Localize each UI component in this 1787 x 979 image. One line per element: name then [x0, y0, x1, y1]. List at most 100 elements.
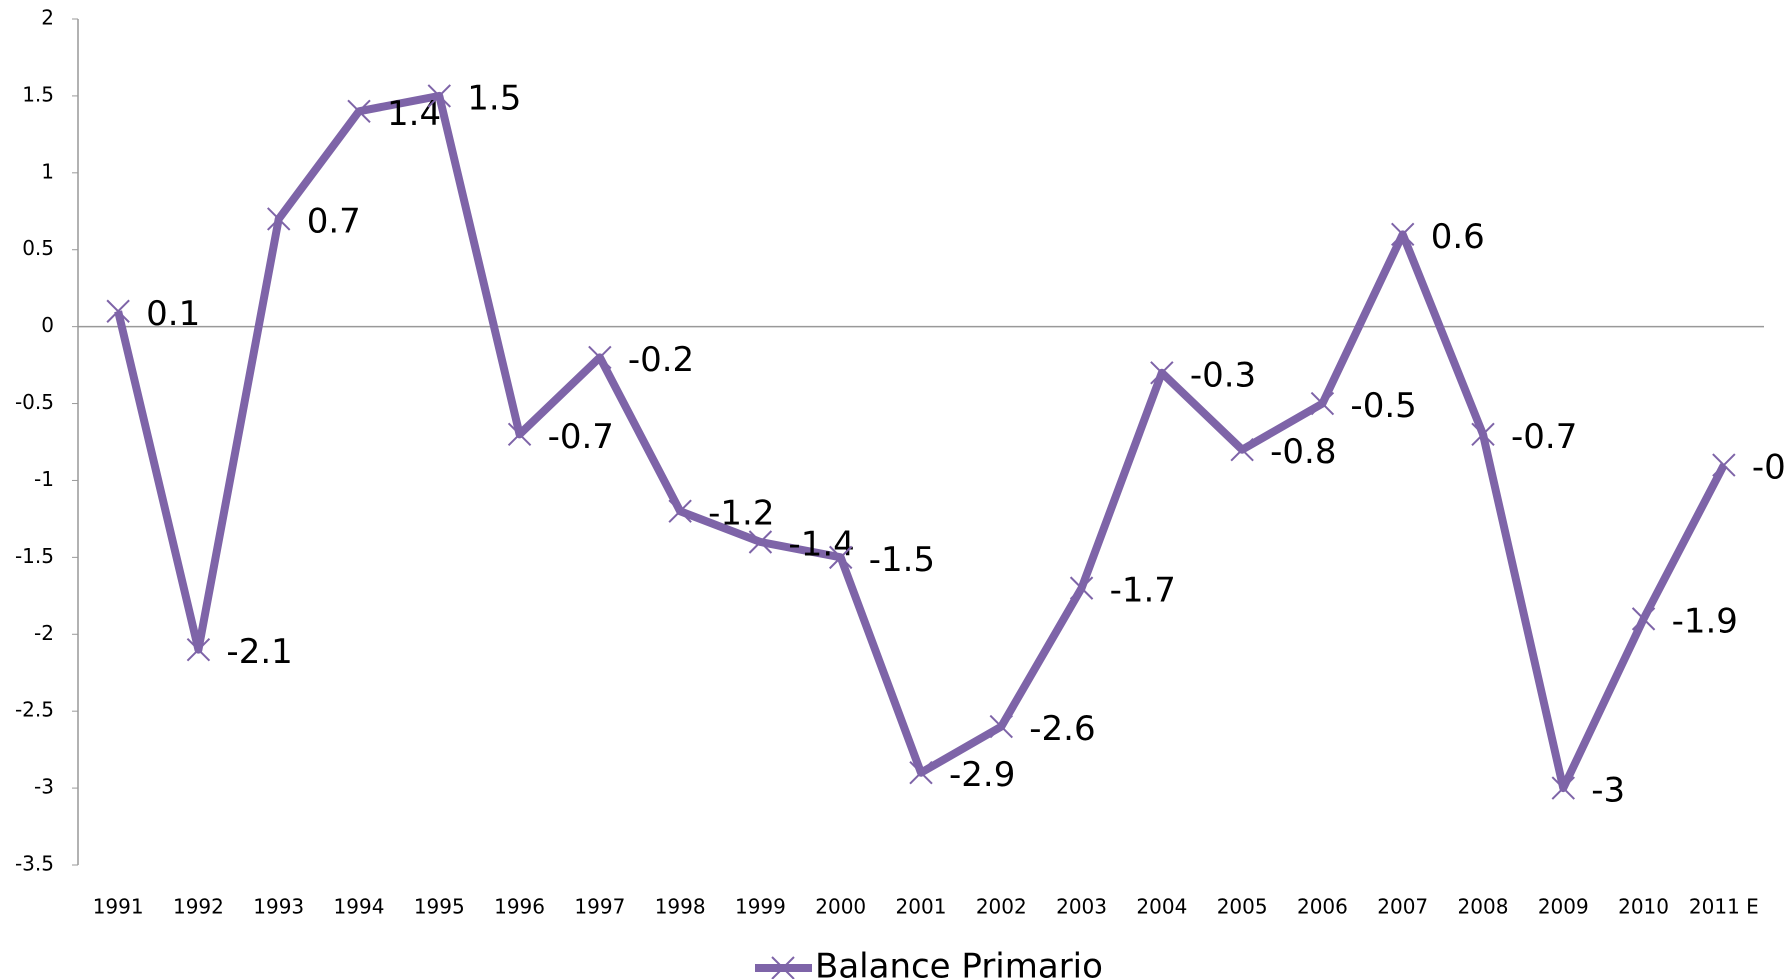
marker-cross: [186, 637, 211, 662]
marker-cross: [347, 99, 371, 123]
data-label: -2.6: [1029, 709, 1095, 749]
marker-cross: [1471, 422, 1495, 447]
marker: [1310, 391, 1335, 416]
data-label: -1.9: [1672, 601, 1738, 641]
marker: [267, 207, 291, 231]
data-label: -0.7: [548, 417, 614, 457]
marker-cross: [829, 545, 853, 570]
line: [114, 91, 1728, 793]
marker: [186, 637, 211, 662]
marker: [347, 99, 371, 123]
x-tick-label: 1992: [173, 895, 224, 919]
marker: [668, 499, 692, 523]
marker: [1150, 361, 1174, 385]
x-tick-label: 2001: [896, 895, 947, 919]
x-tick-label: 2008: [1458, 895, 1509, 919]
data-label: -1.2: [708, 494, 774, 534]
marker-cross: [1069, 576, 1094, 600]
data-label: 0.6: [1431, 217, 1485, 257]
x-tick-label: 2009: [1538, 895, 1589, 919]
marker-cross: [1310, 391, 1335, 416]
x-tick-label: 1997: [574, 895, 625, 919]
x-tick-label: 1991: [93, 895, 144, 919]
x-tick-label: 2005: [1217, 895, 1268, 919]
marker: [829, 545, 853, 570]
x-tick-label: 2010: [1618, 895, 1669, 919]
data-label: 1.5: [467, 78, 521, 118]
x-tick-label: 1998: [655, 895, 706, 919]
data-label: -1.4: [788, 524, 854, 564]
marker-cross: [748, 530, 773, 554]
marker: [748, 530, 773, 554]
data-label: -0.3: [1190, 355, 1256, 395]
data-label: -0.5: [1350, 386, 1416, 426]
marker: [1391, 222, 1415, 247]
y-tick-label: 1.5: [22, 82, 54, 106]
x-tick-label: 2003: [1056, 895, 1107, 919]
x-tick-label: 2007: [1377, 895, 1428, 919]
y-tick-label: 1: [41, 159, 54, 183]
data-label: -0.7: [1511, 417, 1577, 457]
y-tick-label: 0.5: [22, 236, 54, 260]
data-label: -0.8: [1270, 432, 1336, 472]
x-tick-label: 1994: [334, 895, 385, 919]
data-label: 0.7: [307, 201, 361, 241]
data-label: -1.7: [1110, 571, 1176, 611]
marker: [106, 299, 130, 323]
marker: [1712, 453, 1736, 477]
marker-cross: [1712, 453, 1736, 477]
marker-cross: [106, 299, 130, 323]
y-tick-label: -3: [34, 775, 54, 799]
x-tick-label: 2000: [815, 895, 866, 919]
marker: [1230, 437, 1254, 462]
marker: [1471, 422, 1495, 447]
data-label: -1.5: [869, 540, 935, 580]
marker-cross: [1631, 607, 1656, 631]
data-label: -2.9: [949, 755, 1015, 795]
y-tick-label: -0.5: [15, 390, 54, 414]
marker: [588, 345, 612, 370]
marker-cross: [909, 761, 933, 785]
x-tick-label: 1996: [494, 895, 545, 919]
legend-label: Balance Primario: [815, 947, 1103, 979]
y-tick-label: -2: [34, 621, 54, 645]
data-label: -0.2: [628, 340, 694, 380]
data-label: 1.4: [387, 94, 441, 134]
marker: [1631, 607, 1656, 631]
x-tick-label: 2004: [1136, 895, 1187, 919]
y-tick-label: 2: [41, 6, 54, 30]
marker: [1551, 776, 1575, 800]
marker-cross: [427, 84, 451, 108]
x-tick-label: 1999: [735, 895, 786, 919]
marker: [427, 84, 451, 108]
data-label: -3: [1591, 771, 1625, 811]
marker: [909, 761, 933, 785]
x-tick-label: 1995: [414, 895, 465, 919]
marker-cross: [771, 956, 795, 979]
marker-cross: [507, 422, 532, 447]
y-tick-label: 0: [41, 313, 54, 337]
y-tick-label: -2.5: [15, 698, 54, 722]
data-label: -2.1: [226, 632, 292, 672]
y-tick-label: -3.5: [15, 852, 54, 876]
x-tick-label: 2006: [1297, 895, 1348, 919]
data-label: 0.1: [146, 294, 200, 334]
marker-cross: [1230, 437, 1254, 462]
marker-cross: [668, 499, 692, 523]
marker-cross: [1391, 222, 1415, 247]
x-tick-label: 2002: [976, 895, 1027, 919]
marker-cross: [1150, 361, 1174, 385]
marker-cross: [267, 207, 291, 231]
marker: [507, 422, 532, 447]
marker: [1069, 576, 1094, 600]
data-label: -0.9: [1752, 448, 1787, 488]
x-tick-label: 1993: [253, 895, 304, 919]
y-tick-label: -1.5: [15, 544, 54, 568]
y-tick-label: -1: [34, 467, 54, 491]
marker-cross: [588, 345, 612, 370]
marker-cross: [989, 714, 1013, 739]
marker: [989, 714, 1013, 739]
marker: [771, 956, 795, 979]
x-tick-label: 2011 E: [1689, 895, 1759, 919]
